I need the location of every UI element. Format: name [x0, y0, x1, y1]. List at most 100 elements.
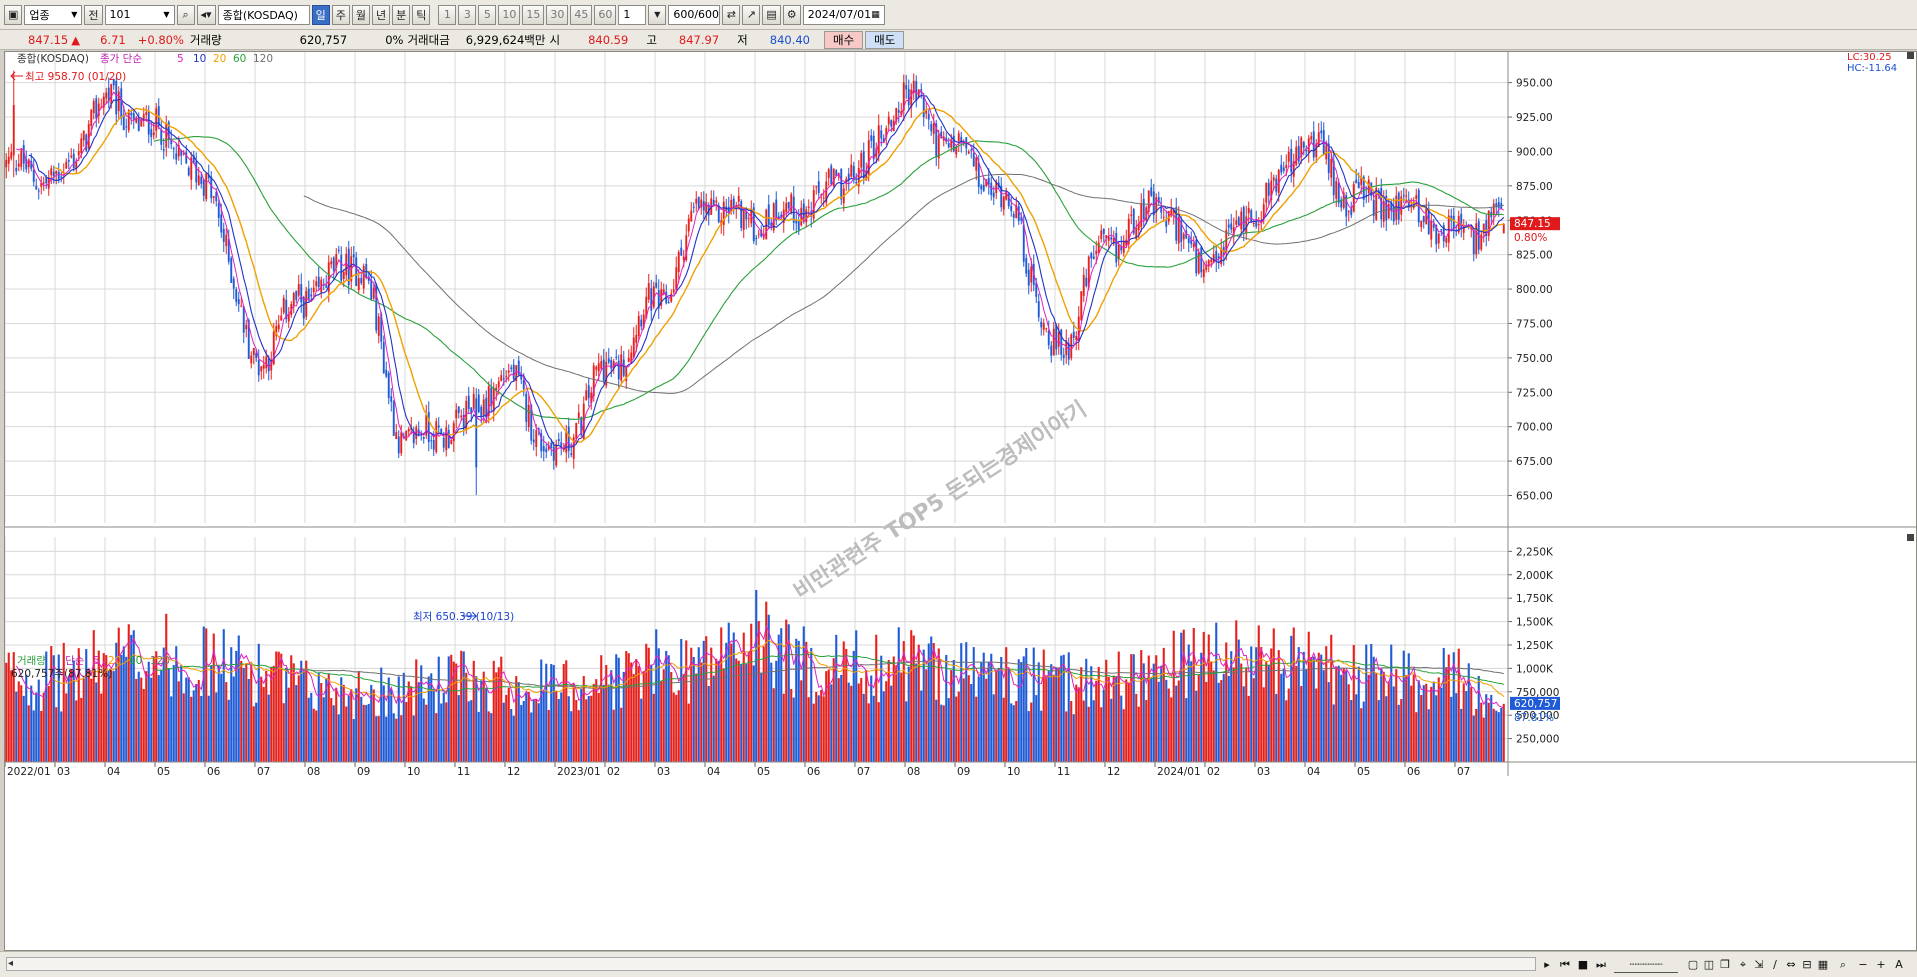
candle-body	[430, 440, 433, 442]
speaker-icon[interactable]: ◂▾	[196, 4, 216, 25]
candle-body	[1345, 195, 1348, 217]
save-icon[interactable]: ▤	[762, 4, 781, 25]
candle-body	[170, 139, 173, 145]
period-button[interactable]: 일	[311, 4, 330, 25]
interval-button[interactable]: 10	[498, 4, 521, 25]
view-toggle-button[interactable]: 전	[84, 4, 103, 25]
interval-button[interactable]: 5	[478, 4, 497, 25]
volume-bar	[542, 690, 545, 762]
candle-body	[505, 376, 508, 378]
period-button[interactable]: 주	[331, 4, 350, 25]
period-button[interactable]: 년	[371, 4, 391, 25]
speed-slider[interactable]: ┈┈┈┈┈	[1614, 956, 1678, 973]
chart-menu-icon[interactable]: ▣	[4, 4, 23, 25]
volume-bar	[1152, 663, 1155, 762]
play-icon[interactable]: ⏭	[1596, 957, 1606, 971]
date-input[interactable]: 2024/07/01 ▦	[802, 4, 885, 25]
volume-bar	[552, 665, 555, 762]
chart-area[interactable]: 650.00 675.00 700.00 725.00 750.00 775.00 800.…	[4, 51, 1917, 951]
volume-bar	[137, 671, 140, 762]
candle-body	[732, 198, 735, 209]
candle-body	[590, 392, 593, 404]
time-axis-label: 11	[1057, 766, 1070, 778]
stop-icon[interactable]: ■	[1577, 958, 1589, 971]
count-input[interactable]: 1	[618, 4, 647, 25]
rewind-icon[interactable]: ⏮	[1560, 957, 1570, 971]
candle-body	[325, 285, 328, 288]
interval-button[interactable]: 30	[546, 4, 569, 25]
candle-body	[542, 446, 545, 452]
volume-bar	[1150, 677, 1153, 762]
period-button[interactable]: 월	[351, 4, 370, 25]
volume-bar	[975, 696, 978, 762]
candle-body	[225, 234, 228, 247]
candle-body	[945, 137, 948, 142]
candle-body	[392, 401, 395, 436]
gear-icon[interactable]: ⚙	[782, 4, 801, 25]
candle-body	[370, 279, 373, 300]
volume-bar	[1342, 667, 1345, 762]
price-panel-title: 종합(KOSDAQ)	[17, 53, 89, 65]
candle-body	[440, 428, 443, 434]
interval-button[interactable]: 3	[458, 4, 477, 25]
period-button[interactable]: 틱	[412, 4, 431, 25]
window-icon[interactable]: ▢	[1687, 958, 1699, 971]
volume-bar	[397, 676, 400, 762]
candle-body	[1015, 205, 1018, 219]
time-axis-label: 05	[157, 766, 170, 778]
interval-button[interactable]: 60	[594, 4, 617, 25]
interval-button[interactable]: 1	[438, 4, 457, 25]
range-input[interactable]: 600/600	[668, 4, 721, 25]
scroll-left-icon[interactable]: ◂	[8, 958, 14, 969]
price-ma-5: 5	[177, 53, 184, 65]
candle-body	[960, 136, 963, 142]
chart-svg[interactable]: 650.00 675.00 700.00 725.00 750.00 775.00 800.…	[4, 52, 1916, 950]
volume-bar	[987, 662, 990, 762]
interval-button[interactable]: 15	[522, 4, 545, 25]
volume-bar	[45, 651, 48, 762]
buy-button[interactable]: 매수	[824, 30, 864, 49]
horizontal-scrollbar[interactable]	[6, 957, 1536, 971]
candle-body	[870, 135, 873, 141]
crosshair-icon[interactable]: ⌖	[1739, 957, 1747, 971]
magnifier-icon[interactable]: ⌕	[1839, 957, 1847, 971]
volume-bar	[425, 704, 428, 762]
period-button[interactable]: 분	[392, 4, 411, 25]
drag-icon[interactable]: ⇲	[1754, 958, 1764, 971]
font-size-icon[interactable]: A	[1895, 958, 1903, 971]
search-icon[interactable]: ⌕	[176, 4, 195, 25]
volume-bar	[132, 630, 135, 762]
volume-bar	[1125, 679, 1128, 762]
code-input[interactable]: 101 ▼	[104, 4, 175, 25]
volume-bar	[390, 689, 393, 762]
chevron-down-icon[interactable]: ▼	[648, 4, 667, 25]
candle-body	[675, 267, 678, 290]
candle-body	[475, 398, 478, 468]
volume-bar	[1340, 674, 1343, 762]
line-icon[interactable]: ∕	[1773, 958, 1777, 971]
volume-bar	[1360, 708, 1363, 762]
volume-bar	[1490, 694, 1493, 762]
candle-body	[1310, 136, 1313, 140]
volume-bar	[1475, 708, 1478, 762]
zoom-in-icon[interactable]: +	[1876, 958, 1886, 971]
grid-icon[interactable]: ▦	[1817, 958, 1829, 971]
cascade-icon[interactable]: ❐	[1720, 958, 1730, 971]
arrange-icon[interactable]: ⊟	[1802, 958, 1812, 971]
interval-button[interactable]: 45	[570, 4, 593, 25]
candle-body	[520, 373, 523, 380]
sell-button[interactable]: 매도	[865, 30, 905, 49]
split-icon[interactable]: ◫	[1703, 958, 1715, 971]
draw-icon[interactable]: ↗	[742, 4, 761, 25]
candle-body	[482, 399, 485, 416]
zoom-out-icon[interactable]: −	[1858, 958, 1868, 971]
volume-bar	[565, 660, 568, 762]
scroll-right-icon[interactable]: ▸	[1544, 958, 1550, 971]
pan-icon[interactable]: ⇔	[1786, 958, 1796, 971]
volume-bar	[525, 692, 528, 762]
category-select[interactable]: 업종 ▼	[24, 4, 83, 25]
candle-body	[422, 436, 425, 439]
compare-icon[interactable]: ⇄	[722, 4, 741, 25]
volume-bar	[52, 655, 55, 762]
volume-bar	[30, 685, 33, 762]
